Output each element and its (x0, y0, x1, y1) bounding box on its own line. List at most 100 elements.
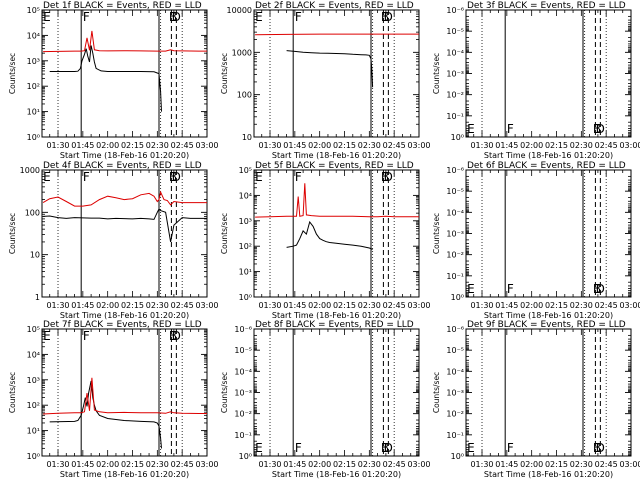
y-tick-label: 10⁻¹ (446, 112, 464, 121)
y-tick-label: 10⁻¹ (446, 431, 464, 440)
series-line-lld (255, 33, 419, 36)
y-axis-title: Counts/sec (432, 372, 441, 413)
marker-letter: E (467, 282, 475, 296)
x-tick-label: 03:00 (619, 141, 640, 150)
x-tick-label: 02:30 (146, 141, 169, 150)
x-tick-label: 01:30 (258, 301, 281, 310)
y-tick-label: 10⁰ (451, 293, 464, 302)
x-tick-label: 02:30 (570, 460, 593, 469)
marker-letter: D (172, 10, 181, 24)
y-tick-label: 10000 (227, 6, 252, 15)
x-tick-label: 03:00 (619, 301, 640, 310)
y-tick-label: 10⁻² (234, 410, 252, 419)
x-tick-label: 02:45 (383, 141, 406, 150)
x-axis-title: Start Time (18-Feb-16 01:20:20) (484, 470, 613, 479)
x-tick-label: 02:45 (595, 141, 618, 150)
series-line-lld (255, 183, 419, 218)
marker-letter: F (507, 441, 514, 455)
marker-letter: F (507, 122, 514, 136)
x-tick-label: 03:00 (407, 301, 430, 310)
y-tick-label: 10⁻³ (234, 389, 252, 398)
y-tick-label: 10⁻² (446, 410, 464, 419)
x-tick-label: 03:00 (195, 460, 218, 469)
marker-letter: F (83, 10, 90, 24)
panel-det-3: Det 3f BLACK = Events, RED = LLD 10⁰ 10⁻¹ 1… (432, 1, 640, 160)
marker-letter: D (384, 170, 393, 184)
y-tick-label: 10¹ (27, 427, 40, 436)
marker-letter: B (169, 170, 177, 184)
x-tick-label: 01:30 (258, 460, 281, 469)
x-tick-label: 01:30 (470, 460, 493, 469)
x-tick-label: 02:30 (358, 141, 381, 150)
x-tick-label: 02:45 (383, 301, 406, 310)
x-tick-label: 01:30 (46, 460, 69, 469)
marker-letter: E (43, 170, 51, 184)
marker-letter: F (83, 329, 90, 343)
x-tick-label: 02:00 (308, 460, 331, 469)
x-tick-label: 02:15 (545, 460, 568, 469)
x-axis-title: Start Time (18-Feb-16 01:20:20) (60, 470, 189, 479)
marker-letter: F (83, 170, 90, 184)
y-tick-label: 10⁰ (27, 452, 40, 461)
marker-letter: E (467, 441, 475, 455)
x-axis-title: Start Time (18-Feb-16 01:20:20) (272, 470, 401, 479)
x-tick-label: 02:30 (146, 301, 169, 310)
marker-letter: B (381, 170, 389, 184)
marker-letter: B (381, 441, 389, 455)
series-line-events (286, 220, 373, 250)
panel-det-8: Det 8f BLACK = Events, RED = LLD 10⁰ 10⁻¹ 1… (220, 320, 431, 479)
panel-title: Det 8f BLACK = Events, RED = LLD (255, 320, 414, 330)
y-tick-label: 10⁰ (239, 452, 252, 461)
x-tick-label: 02:15 (545, 141, 568, 150)
y-tick-label: 10⁴ (239, 191, 252, 200)
x-tick-label: 02:00 (308, 141, 331, 150)
y-tick-label: 10⁴ (27, 31, 40, 40)
y-tick-label: 10² (27, 401, 40, 410)
y-tick-label: 10⁻⁵ (446, 27, 464, 36)
x-tick-label: 03:00 (407, 141, 430, 150)
y-tick-label: 10⁻⁴ (446, 367, 464, 376)
x-tick-label: 02:15 (333, 141, 356, 150)
series-line-events (286, 50, 374, 88)
x-tick-label: 02:00 (308, 301, 331, 310)
x-tick-label: 02:15 (121, 460, 144, 469)
x-tick-label: 01:30 (46, 141, 69, 150)
y-tick-label: 10⁻⁶ (446, 166, 464, 175)
x-tick-label: 01:45 (495, 301, 518, 310)
marker-letter: B (169, 10, 177, 24)
marker-letter: D (596, 122, 605, 136)
marker-letter: D (596, 282, 605, 296)
x-axis-title: Start Time (18-Feb-16 01:20:20) (60, 311, 189, 320)
y-tick-label: 10⁻⁴ (234, 367, 252, 376)
y-tick-label: 1 (35, 293, 40, 302)
marker-letter: D (384, 10, 393, 24)
x-tick-label: 02:30 (570, 301, 593, 310)
panel-title: Det 1f BLACK = Events, RED = LLD (43, 1, 202, 11)
x-tick-label: 02:45 (171, 460, 194, 469)
x-tick-label: 01:45 (495, 460, 518, 469)
x-tick-label: 01:45 (283, 141, 306, 150)
y-tick-label: 10³ (239, 217, 252, 226)
marker-letter: B (169, 329, 177, 343)
panel-title: Det 3f BLACK = Events, RED = LLD (467, 1, 626, 11)
panel-det-1: Det 1f BLACK = Events, RED = LLD 10⁰ 10¹ 10… (8, 1, 219, 160)
x-tick-label: 01:30 (258, 141, 281, 150)
x-tick-label: 01:45 (283, 460, 306, 469)
x-tick-label: 02:15 (545, 301, 568, 310)
y-tick-label: 10² (239, 242, 252, 251)
y-axis-title: Counts/sec (432, 213, 441, 254)
panel-det-6: Det 6f BLACK = Events, RED = LLD 10⁰ 10⁻¹ 1… (432, 161, 640, 320)
marker-letter: E (43, 10, 51, 24)
x-tick-label: 02:15 (121, 141, 144, 150)
y-tick-label: 10⁻⁵ (446, 187, 464, 196)
panel-title: Det 9f BLACK = Events, RED = LLD (467, 320, 626, 330)
x-tick-label: 01:45 (283, 301, 306, 310)
x-axis-title: Start Time (18-Feb-16 01:20:20) (484, 151, 613, 160)
x-tick-label: 03:00 (195, 301, 218, 310)
x-tick-label: 02:45 (595, 301, 618, 310)
y-tick-label: 10⁵ (27, 6, 40, 15)
marker-letter: E (467, 122, 475, 136)
y-tick-label: 10³ (27, 376, 40, 385)
y-tick-label: 10⁻³ (446, 230, 464, 239)
